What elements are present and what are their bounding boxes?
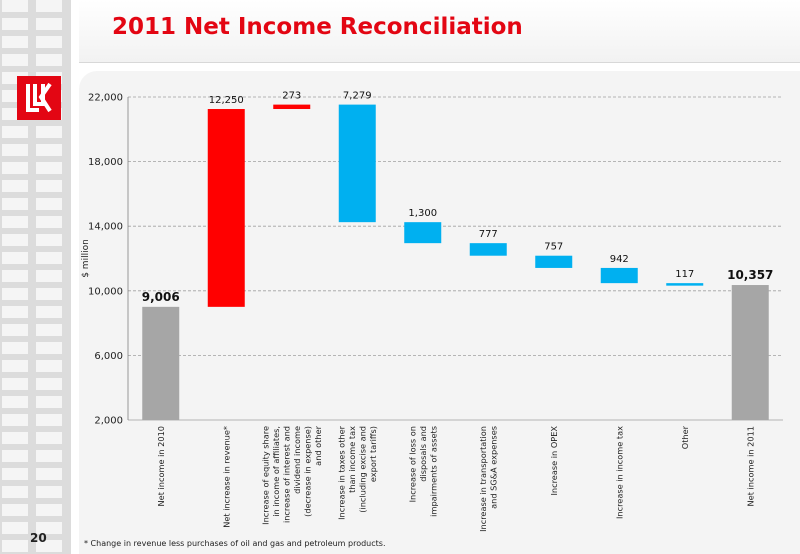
category-label-line: Net income in 2011 [745, 426, 755, 506]
category-label: Net increase in revenue* [221, 426, 231, 528]
header-panel [79, 0, 800, 63]
category-label: Other [680, 425, 690, 449]
bar-1 [142, 306, 180, 420]
data-label: 7,279 [343, 91, 372, 102]
category-label-line: Increase of equity share [261, 426, 271, 525]
bar-9 [666, 283, 704, 286]
category-label-line: and other [313, 425, 323, 465]
category-label-line: Increase in OPEX [549, 426, 559, 496]
category-label-line: Increase of loss on [407, 426, 417, 502]
footnote: * Change in revenue less purchases of oi… [84, 539, 386, 548]
data-label: 757 [544, 242, 563, 253]
category-label-line: export tariffs) [368, 426, 378, 482]
category-label-line: Other [680, 425, 690, 449]
category-label-line: Increase in transportation [478, 426, 488, 532]
slide-title: 2011 Net Income Reconciliation [112, 14, 523, 40]
bar-7 [535, 255, 573, 268]
data-label: 10,357 [727, 268, 773, 282]
category-label-line: (including excise and [358, 426, 368, 513]
y-tick-label: 10,000 [88, 286, 123, 297]
category-label: Increase of equity sharein income of aff… [261, 425, 324, 524]
data-label: 12,250 [209, 95, 244, 106]
category-label-line: than income tax [347, 426, 357, 493]
y-tick-label: 18,000 [88, 157, 123, 168]
y-tick-label: 6,000 [94, 351, 123, 362]
category-label-line: and SG&A expenses [489, 426, 499, 509]
data-label: 273 [282, 91, 301, 102]
y-tick-label: 14,000 [88, 222, 123, 233]
category-label-line: Net income in 2010 [156, 426, 166, 506]
data-label: 777 [479, 229, 498, 240]
data-label: 1,300 [408, 208, 437, 219]
category-label-line: disposals and [418, 426, 428, 482]
bar-5 [404, 222, 442, 244]
bar-4 [338, 104, 376, 223]
data-label: 9,006 [142, 290, 180, 304]
y-axis-label: $ million [81, 239, 91, 278]
bar-3 [273, 104, 311, 110]
category-label-line: (decrease in expense) [303, 426, 313, 517]
category-label: Net income in 2011 [745, 426, 755, 506]
page-number: 20 [30, 531, 47, 545]
category-label-line: in income of affiliates, [271, 426, 281, 517]
category-label: Net income in 2010 [156, 426, 166, 506]
category-label-line: dividend income [292, 426, 302, 494]
category-label-line: Increase in taxes other [337, 425, 347, 519]
category-label: Increase in income tax [614, 426, 624, 519]
category-label: Increase of loss ondisposals andimpairme… [407, 426, 438, 517]
data-label: 117 [675, 269, 694, 280]
bar-10 [731, 285, 769, 420]
company-logo [17, 76, 61, 120]
category-label-line: Net increase in revenue* [221, 426, 231, 528]
y-tick-label: 2,000 [94, 416, 123, 427]
category-label-line: increase of interest and [282, 426, 292, 523]
category-label-line: Increase in income tax [614, 426, 624, 519]
bar-6 [469, 243, 507, 256]
bar-8 [600, 267, 638, 284]
bar-2 [207, 109, 245, 307]
category-label: Increase in OPEX [549, 426, 559, 496]
y-tick-label: 22,000 [88, 93, 123, 104]
category-label: Increase in taxes otherthan income tax(i… [337, 425, 379, 519]
category-label: Increase in transportationand SG&A expen… [478, 426, 499, 532]
category-label-line: impairments of assets [428, 426, 438, 517]
data-label: 942 [610, 254, 629, 265]
chart-panel [79, 71, 800, 554]
logo-mark-icon [26, 82, 52, 113]
